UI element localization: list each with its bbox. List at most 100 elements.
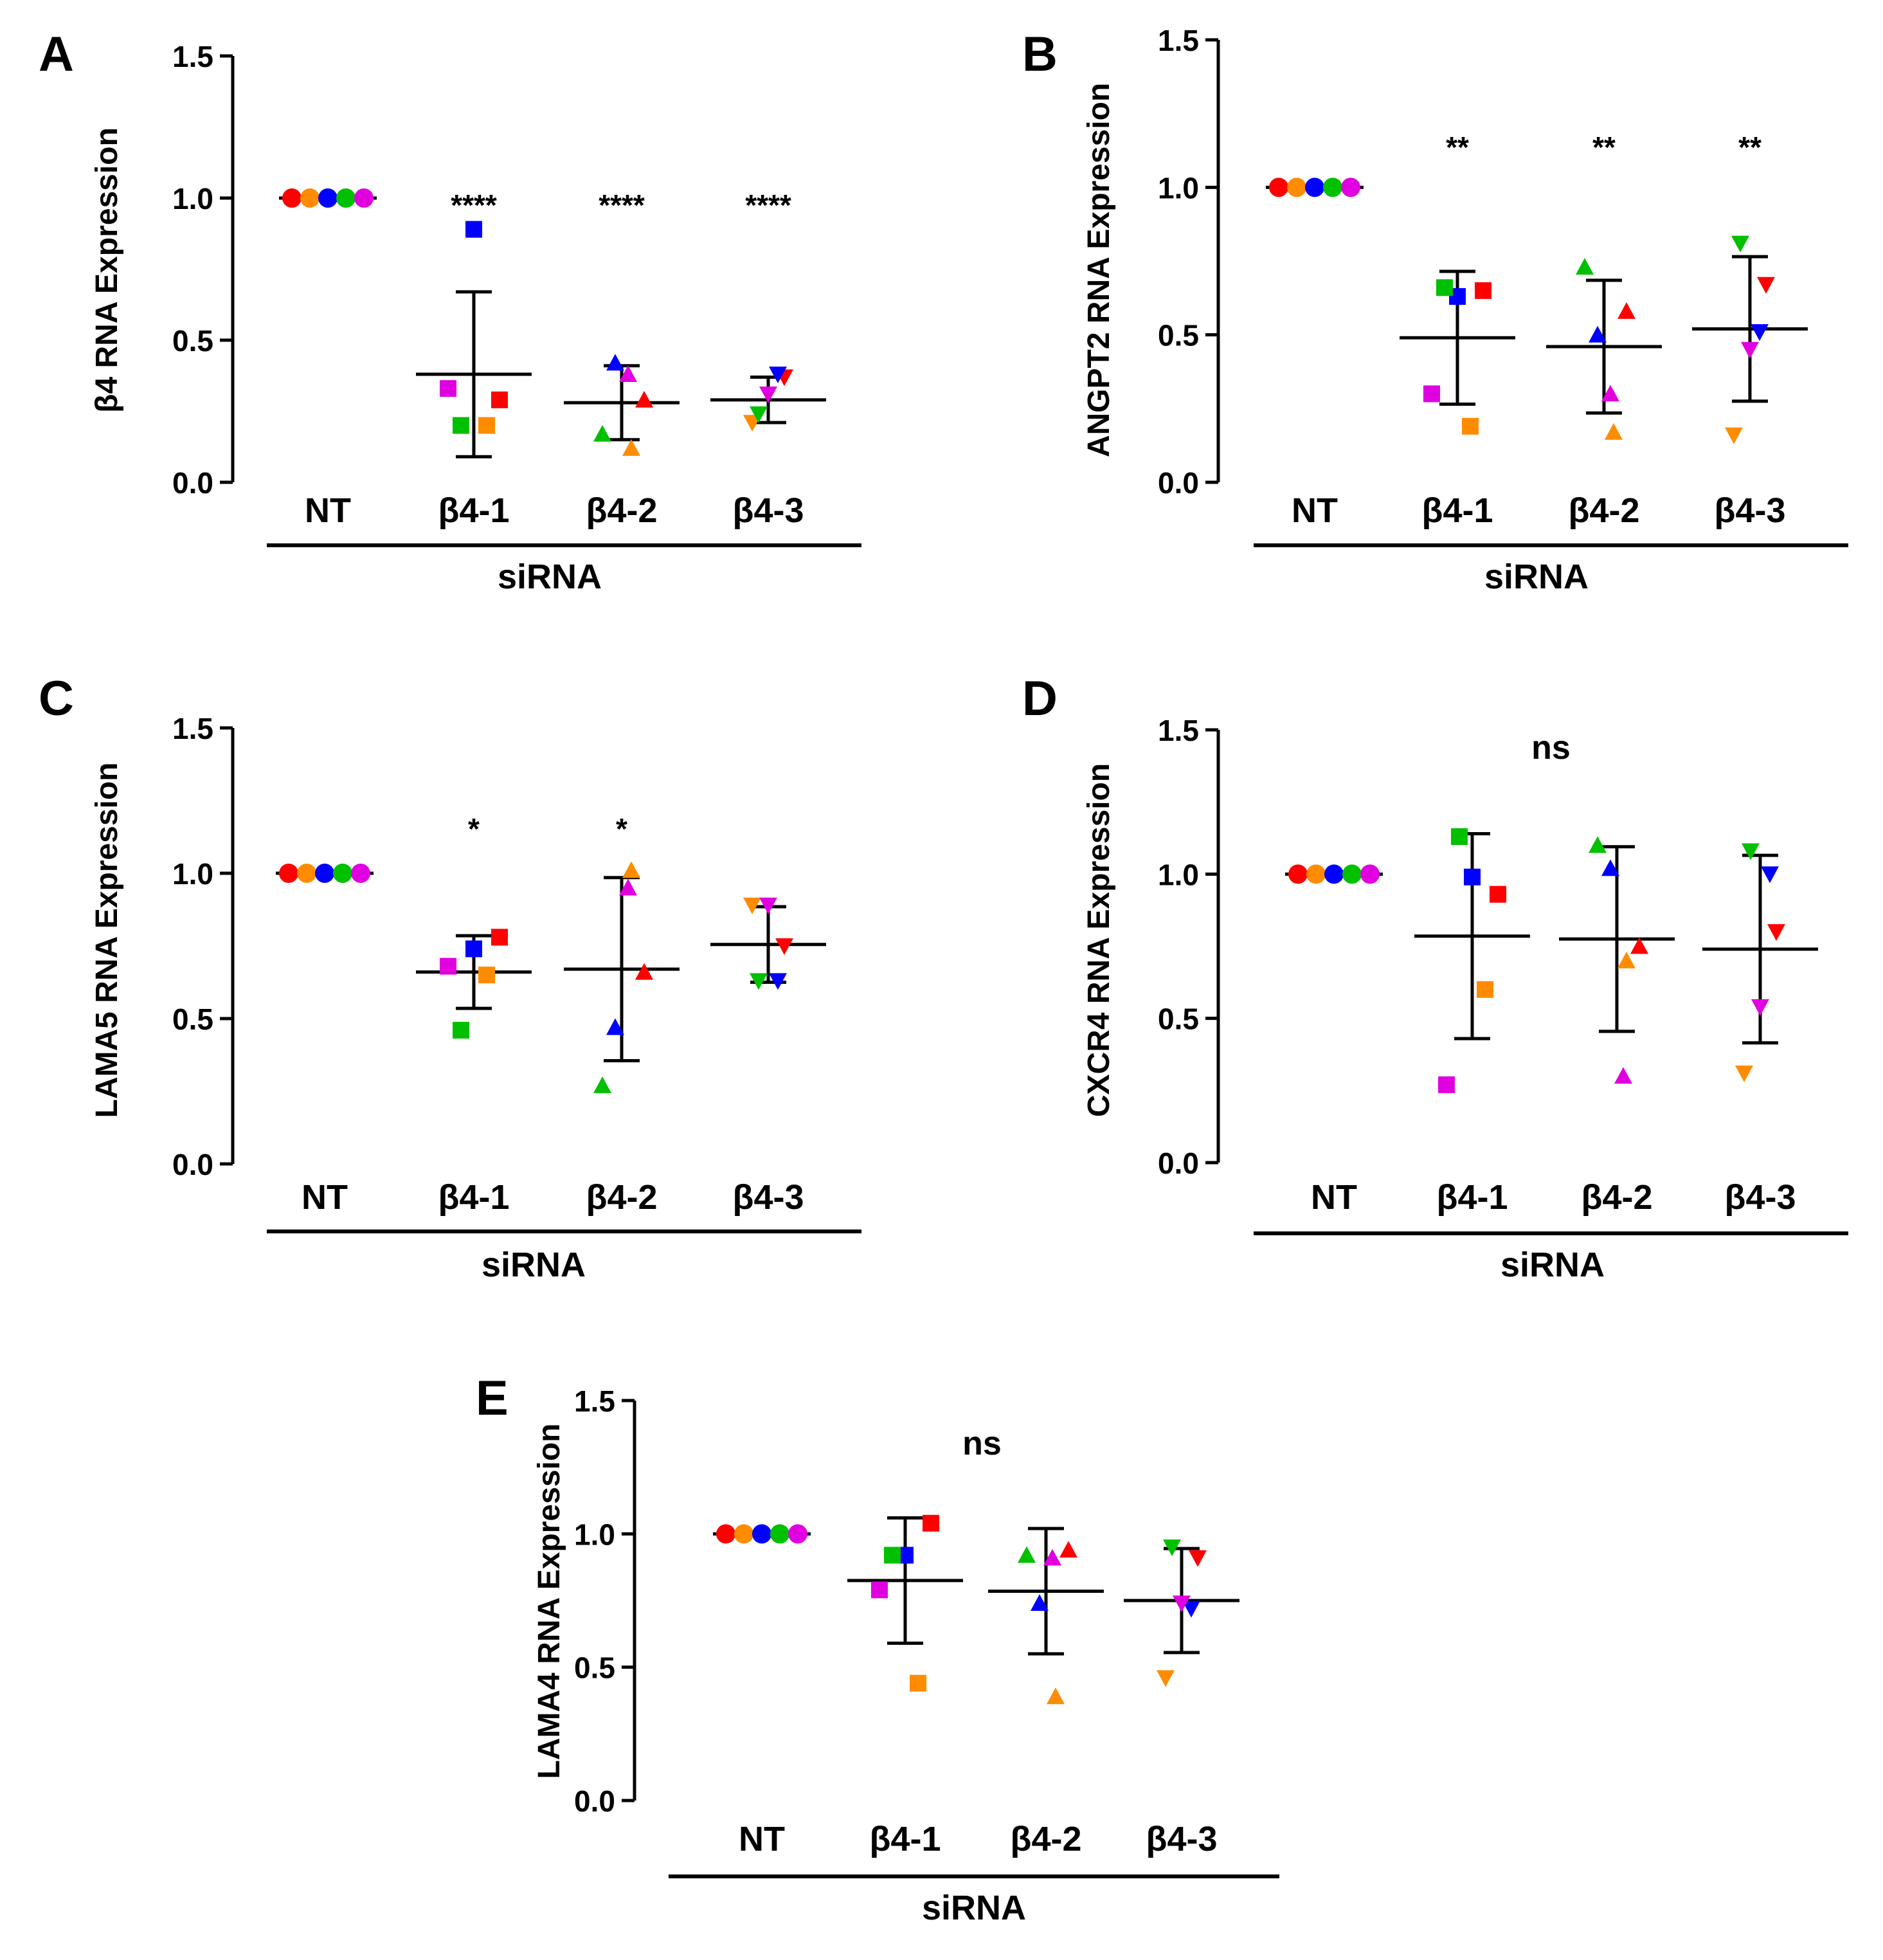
data-point-2-blue	[1031, 1594, 1049, 1611]
x-category-label: NT	[1292, 491, 1338, 530]
chart-panel-d: D 0.0 0.5 1.0 1.5 CXCR4 RNA Expression NT β4-1 β…	[1022, 671, 1848, 1284]
data-point-nt-orange	[297, 864, 316, 883]
x-category-label: β4-3	[1724, 1178, 1796, 1217]
data-point-2-green	[1576, 258, 1594, 275]
x-category-label: β4-1	[438, 1178, 509, 1217]
data-point-1-orange	[1462, 417, 1479, 435]
data-point-1-magenta	[1438, 1076, 1455, 1093]
significance-label: ****	[599, 188, 645, 222]
data-point-2-magenta	[1601, 385, 1619, 402]
x-axis-title: siRNA	[922, 1889, 1026, 1927]
y-tick-label: 0.0	[574, 1784, 615, 1818]
data-point-2-magenta	[619, 365, 637, 382]
data-point-nt-green	[336, 188, 356, 208]
data-point-2-magenta	[1614, 1067, 1632, 1084]
significance-label: ****	[451, 188, 497, 222]
data-point-1-green	[453, 417, 469, 434]
data-point-3-blue	[1751, 324, 1769, 341]
y-tick-label: 1.0	[172, 857, 213, 891]
data-point-nt-orange	[1306, 864, 1326, 884]
y-tick-label: 1.5	[574, 1384, 615, 1418]
data-point-2-red	[635, 390, 653, 408]
significance-label: **	[1446, 131, 1469, 164]
x-category-label: β4-1	[1421, 491, 1493, 530]
data-point-2-orange	[1605, 423, 1623, 440]
x-category-label: β4-2	[1010, 1820, 1081, 1858]
data-point-1-orange	[478, 417, 495, 434]
data-point-3-magenta	[759, 386, 777, 403]
data-point-2-green	[593, 1076, 611, 1093]
y-tick-label: 0.5	[172, 324, 213, 358]
x-category-label: β4-3	[732, 491, 804, 530]
annotation-ns: ns	[1531, 729, 1571, 767]
data-point-nt-green	[770, 1524, 789, 1544]
x-category-label: β4-1	[869, 1820, 941, 1858]
data-point-1-magenta	[440, 957, 456, 975]
y-tick-label: 0.0	[172, 466, 213, 500]
data-point-3-green	[750, 406, 768, 423]
data-point-1-green	[884, 1547, 901, 1564]
chart-panel-a: A 0.0 0.5 1.0 1.5 β4 RNA Expression NT β4-1 β4-2…	[39, 27, 861, 596]
data-point-3-blue	[1182, 1601, 1200, 1618]
data-point-3-red	[1767, 924, 1785, 941]
y-tick-label: 0.5	[172, 1003, 213, 1036]
data-point-3-green	[1731, 235, 1749, 253]
data-point-1-magenta	[871, 1581, 888, 1599]
data-point-3-orange	[1725, 427, 1743, 444]
y-axis-title: CXCR4 RNA Expression	[1082, 763, 1116, 1117]
data-point-nt-red	[1269, 177, 1288, 197]
x-axis-title: siRNA	[1484, 558, 1589, 596]
data-point-nt-magenta	[788, 1524, 807, 1544]
data-point-2-orange	[622, 861, 640, 878]
data-point-nt-red	[282, 188, 302, 208]
significance-label: **	[1592, 131, 1616, 164]
data-point-1-red	[491, 391, 508, 408]
data-point-1-red	[923, 1514, 939, 1532]
x-category-label: NT	[739, 1820, 785, 1858]
panel-letter: C	[39, 671, 74, 726]
data-point-3-orange	[743, 897, 761, 914]
data-point-nt-blue	[315, 864, 334, 883]
y-axis-title: LAMA4 RNA Expression	[532, 1424, 566, 1779]
data-point-2-orange	[622, 439, 640, 456]
data-point-2-magenta	[1043, 1548, 1061, 1566]
x-axis-title: siRNA	[498, 558, 602, 596]
x-axis-title: siRNA	[482, 1246, 586, 1284]
data-point-3-red	[1757, 277, 1775, 294]
chart-panel-c: C 0.0 0.5 1.0 1.5 LAMA5 RNA Expression NT β4-1 β…	[39, 671, 861, 1284]
data-point-3-magenta	[1751, 999, 1769, 1016]
y-tick-label: 0.5	[1158, 319, 1199, 352]
data-point-nt-blue	[1324, 864, 1344, 884]
significance-label: *	[468, 812, 480, 846]
data-point-1-green	[1451, 828, 1468, 846]
data-point-2-blue	[1601, 859, 1619, 876]
x-axis-title: siRNA	[1500, 1246, 1605, 1284]
y-tick-label: 1.5	[172, 40, 213, 73]
data-point-2-blue	[606, 1018, 624, 1035]
data-point-nt-red	[1288, 864, 1308, 884]
y-tick-label: 1.0	[1158, 171, 1199, 204]
data-point-1-red	[1475, 282, 1491, 299]
data-point-2-orange	[1617, 951, 1635, 968]
data-point-3-magenta	[1741, 341, 1759, 359]
y-tick-label: 1.0	[1158, 858, 1199, 891]
x-category-label: β4-3	[1714, 491, 1785, 530]
data-point-2-red	[1617, 302, 1635, 319]
data-point-3-orange	[1157, 1670, 1175, 1687]
data-point-3-red	[775, 938, 793, 955]
data-point-3-orange	[1735, 1066, 1753, 1082]
data-point-nt-magenta	[351, 864, 370, 883]
data-point-1-orange	[1477, 981, 1493, 998]
data-point-nt-blue	[752, 1524, 771, 1544]
data-point-1-red	[1490, 885, 1506, 903]
y-tick-label: 0.0	[1158, 466, 1199, 500]
panel-letter: B	[1022, 27, 1058, 82]
panel-letter: E	[476, 1371, 509, 1426]
data-point-nt-green	[1342, 864, 1362, 884]
panel-letter: A	[39, 27, 74, 82]
y-tick-label: 0.0	[172, 1148, 213, 1181]
x-category-label: NT	[302, 1178, 348, 1217]
data-point-2-green	[1018, 1546, 1036, 1563]
